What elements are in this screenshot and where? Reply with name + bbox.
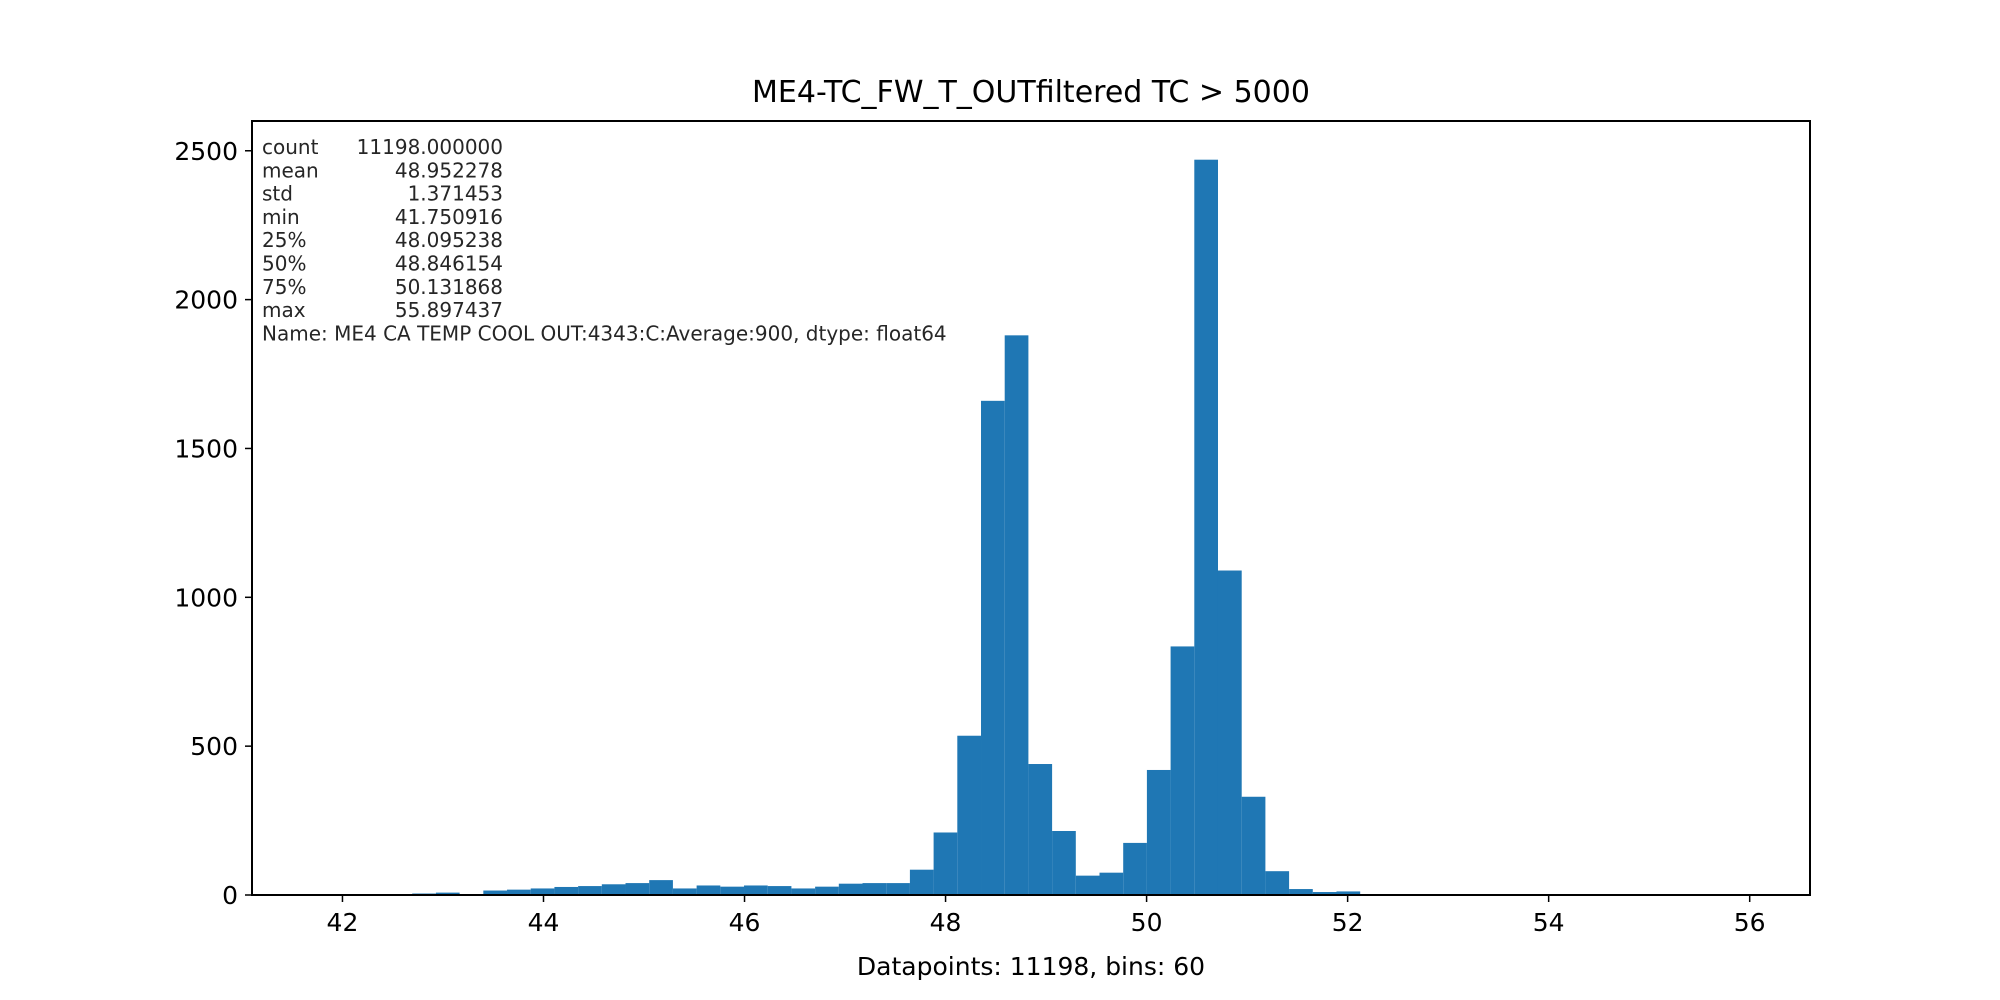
y-tick-label: 0 xyxy=(222,881,238,910)
histogram-bar xyxy=(1312,892,1337,895)
histogram-bar xyxy=(838,883,863,895)
y-axis: 0 500 1000 1500 2000 2500 xyxy=(174,137,252,910)
stats-label: min xyxy=(262,205,300,229)
histogram-bar xyxy=(601,884,626,895)
histogram-bar xyxy=(1123,842,1147,895)
histogram-bar xyxy=(957,735,982,895)
histogram-bar xyxy=(862,883,887,895)
plot-frame xyxy=(251,120,1811,896)
stats-value: 48.846154 xyxy=(395,252,503,276)
histogram-bar xyxy=(1289,889,1313,895)
histogram-bar xyxy=(1004,335,1029,895)
x-tick-label: 46 xyxy=(729,908,761,937)
histogram-bar xyxy=(507,889,531,895)
stats-value: 1.371453 xyxy=(408,182,503,206)
histogram-bar xyxy=(744,885,768,895)
stats-label: 25% xyxy=(262,228,306,252)
x-tick-label: 50 xyxy=(1131,908,1163,937)
histogram-bar xyxy=(696,885,721,895)
stats-value: 41.750916 xyxy=(395,205,503,229)
histogram-bar xyxy=(1170,646,1195,895)
chart-title: ME4-TC_FW_T_OUTfiltered TC > 5000 xyxy=(752,75,1310,110)
histogram-bars xyxy=(317,159,1740,895)
histogram-bar xyxy=(1217,570,1242,895)
x-tick-label: 54 xyxy=(1533,908,1565,937)
stats-value: 48.952278 xyxy=(395,158,503,182)
stats-label: mean xyxy=(262,158,319,182)
y-tick-label: 2500 xyxy=(174,137,238,166)
histogram-bar xyxy=(981,400,1005,895)
histogram-bar xyxy=(578,886,602,895)
histogram-bar xyxy=(815,886,839,895)
histogram-bar xyxy=(1075,875,1100,895)
histogram-bar xyxy=(909,869,934,895)
stats-label: std xyxy=(262,182,293,206)
histogram-bar xyxy=(1146,769,1171,895)
histogram-bar xyxy=(1265,871,1290,895)
histogram-bar xyxy=(1241,796,1266,895)
y-tick-label: 2000 xyxy=(174,286,238,315)
x-tick-label: 56 xyxy=(1734,908,1766,937)
histogram-bar xyxy=(767,886,792,895)
histogram-bar xyxy=(435,892,460,895)
stats-value: 55.897437 xyxy=(395,298,503,322)
stats-label: count xyxy=(262,135,319,159)
y-tick-label: 1500 xyxy=(174,434,238,463)
histogram-bar xyxy=(1099,872,1124,895)
histogram-bar xyxy=(649,880,673,895)
histogram-bar xyxy=(1028,764,1053,895)
stats-annotation: count 11198.000000 mean 48.952278 std 1.37145… xyxy=(262,135,947,345)
histogram-bar xyxy=(1052,830,1076,895)
y-tick-label: 500 xyxy=(190,732,238,761)
x-axis: 42 44 46 48 50 52 54 56 xyxy=(327,895,1766,937)
stats-label: 75% xyxy=(262,275,306,299)
histogram-bar xyxy=(672,888,697,895)
histogram-bar xyxy=(625,883,650,895)
histogram-bar xyxy=(554,886,579,895)
histogram-bar xyxy=(1194,159,1218,895)
x-axis-label: Datapoints: 11198, bins: 60 xyxy=(857,952,1205,981)
histogram-bar xyxy=(483,890,508,895)
histogram-bar xyxy=(720,886,745,895)
x-tick-label: 52 xyxy=(1332,908,1364,937)
stats-value: 11198.000000 xyxy=(357,135,503,159)
y-tick-label: 1000 xyxy=(174,583,238,612)
x-tick-label: 48 xyxy=(930,908,962,937)
x-tick-label: 44 xyxy=(528,908,560,937)
histogram-bar xyxy=(933,832,958,895)
histogram-bar xyxy=(530,888,555,895)
histogram-bar xyxy=(886,883,910,895)
histogram-bar xyxy=(791,888,816,895)
stats-label: max xyxy=(262,298,306,322)
stats-value: 48.095238 xyxy=(395,228,503,252)
histogram-bar xyxy=(1336,891,1361,895)
stats-name-line: Name: ME4 CA TEMP COOL OUT:4343:C:Averag… xyxy=(262,321,947,345)
stats-label: 50% xyxy=(262,252,306,276)
x-tick-label: 42 xyxy=(327,908,359,937)
stats-value: 50.131868 xyxy=(395,275,503,299)
